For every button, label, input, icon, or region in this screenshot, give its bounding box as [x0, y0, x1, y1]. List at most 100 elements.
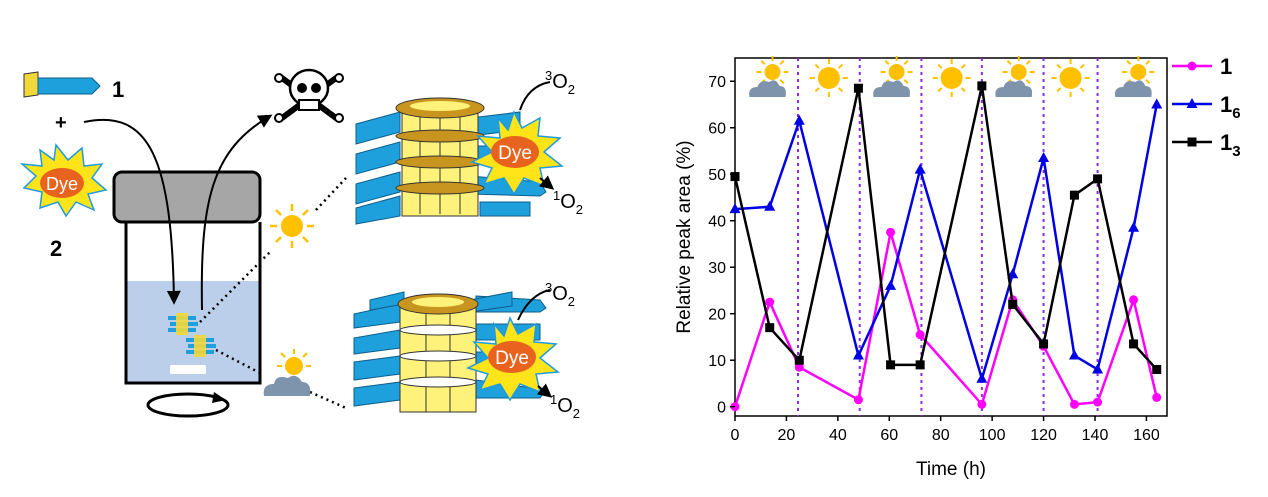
x-tick-label-1: 20	[778, 427, 796, 444]
dye-label-bottom: Dye	[495, 348, 529, 369]
point-2-9	[1069, 190, 1079, 200]
y-tick-label-3: 30	[708, 260, 726, 277]
point-1-0	[729, 203, 741, 214]
sun-cloud-icon	[873, 56, 913, 97]
point-0-6	[977, 399, 987, 409]
singlet-oxygen-top: 1O2	[553, 188, 583, 217]
legend-label-0: 1	[1220, 54, 1232, 79]
triplet-oxygen-bottom: 3O2	[545, 280, 575, 309]
point-1-5	[914, 163, 926, 174]
point-0-3	[853, 395, 863, 405]
y-tick-label-1: 10	[708, 353, 726, 370]
point-0-10	[1093, 397, 1103, 407]
plot-frame	[734, 57, 1168, 417]
light-condition-icons	[749, 56, 1155, 97]
sun-cloud-icon	[263, 349, 311, 396]
point-2-2	[794, 355, 804, 365]
x-tick-label-0: 0	[731, 427, 740, 444]
x-tick-label-6: 120	[1030, 427, 1057, 444]
point-1-4	[885, 279, 897, 290]
x-axis-label: Time (h)	[916, 459, 986, 480]
peptide-1-icon	[23, 71, 101, 98]
y-tick-label-0: 0	[717, 400, 726, 417]
compound-2-label: 2	[50, 236, 62, 261]
sun-cloud-icon	[995, 56, 1035, 97]
y-tick-label-4: 40	[708, 214, 726, 231]
point-2-4	[886, 360, 896, 370]
plot-border	[734, 57, 1168, 417]
point-1-6	[976, 372, 988, 383]
legend-label-2: 13	[1220, 130, 1241, 160]
point-0-1	[765, 297, 775, 307]
sun-icon	[809, 59, 848, 97]
point-2-6	[977, 81, 987, 91]
legend-marker-1	[1186, 98, 1198, 108]
point-1-11	[1128, 221, 1140, 232]
point-1-12	[1151, 98, 1163, 109]
point-0-9	[1069, 399, 1079, 409]
assembly-small-icon	[168, 313, 216, 357]
point-2-0	[730, 172, 740, 182]
point-1-8	[1038, 151, 1050, 162]
point-0-12	[1152, 392, 1162, 402]
sun-icon	[270, 204, 314, 248]
x-tick-label-3: 60	[880, 427, 898, 444]
point-0-2	[794, 362, 804, 372]
plus-sign: +	[55, 112, 67, 134]
point-0-11	[1129, 295, 1139, 305]
point-2-10	[1093, 174, 1103, 184]
legend-marker-0	[1187, 61, 1197, 71]
point-2-1	[765, 323, 775, 333]
y-axis-label: Relative peak area (%)	[674, 140, 695, 333]
y-tick-label-7: 70	[708, 74, 726, 91]
point-1-3	[852, 349, 864, 360]
sun-cloud-icon	[749, 56, 789, 97]
point-1-9	[1068, 349, 1080, 360]
legend-marker-2	[1187, 137, 1197, 147]
y-tick-label-6: 60	[708, 121, 726, 138]
axis-ticks: 0 20 40 60 80 100 120 140 160 0 10 20 30 40 50 60 70	[708, 74, 1160, 444]
stirring-arrow-icon	[146, 392, 230, 418]
skull-icon	[274, 68, 344, 123]
sun-cloud-icon	[1114, 56, 1155, 97]
y-tick-label-2: 20	[708, 307, 726, 324]
point-2-3	[853, 83, 863, 93]
point-2-12	[1152, 365, 1162, 375]
x-tick-label-4: 80	[932, 427, 950, 444]
point-1-2	[793, 114, 805, 125]
legend: 1 16 13	[1172, 54, 1241, 160]
singlet-oxygen-bottom: 1O2	[550, 392, 580, 421]
legend-label-1: 16	[1220, 92, 1241, 122]
assembly-1-6-icon: Dye	[355, 97, 564, 225]
point-1-7	[1007, 268, 1019, 279]
assembly-scheme: 1 + Dye 2	[19, 68, 583, 421]
point-1-1	[764, 200, 776, 211]
point-0-4	[886, 227, 896, 237]
compound-1-label: 1	[112, 77, 124, 102]
stir-bar	[170, 365, 206, 374]
assembly-1-3-icon: Dye	[353, 291, 560, 413]
point-2-7	[1008, 299, 1018, 309]
sun-icon	[1051, 59, 1090, 97]
dotted-link-upper	[199, 249, 273, 323]
point-2-11	[1129, 339, 1139, 349]
point-0-5	[915, 330, 925, 340]
point-2-5	[915, 360, 925, 370]
dye-label-top: Dye	[498, 143, 532, 164]
point-1-10	[1092, 363, 1104, 374]
sun-icon	[932, 59, 971, 97]
dotted-link-lower	[215, 348, 263, 376]
y-tick-label-5: 50	[708, 167, 726, 184]
point-2-8	[1039, 339, 1049, 349]
input-arrow	[83, 118, 181, 305]
triplet-oxygen-top: 3O2	[545, 68, 575, 97]
dye-2-icon: Dye	[19, 143, 108, 218]
x-tick-label-8: 160	[1133, 427, 1160, 444]
dye-label-2: Dye	[46, 174, 78, 194]
x-tick-label-5: 100	[979, 427, 1006, 444]
x-tick-label-2: 40	[829, 427, 847, 444]
series-layer	[729, 81, 1163, 412]
output-arrow	[200, 114, 273, 311]
x-tick-label-7: 140	[1082, 427, 1109, 444]
